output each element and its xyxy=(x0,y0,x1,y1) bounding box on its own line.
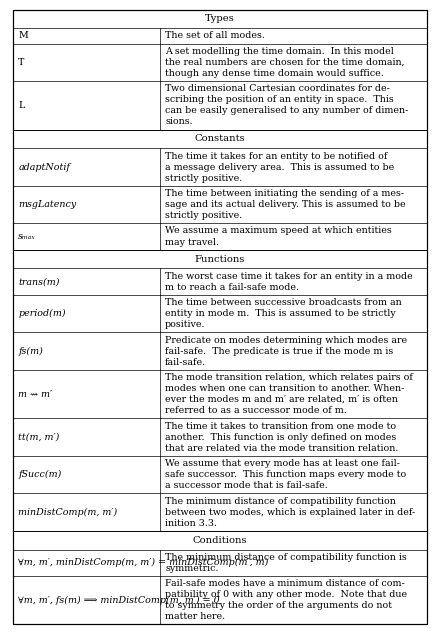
Text: The time it takes to transition from one mode to: The time it takes to transition from one… xyxy=(165,422,396,430)
Text: strictly positive.: strictly positive. xyxy=(165,211,242,220)
Text: matter here.: matter here. xyxy=(165,612,225,621)
Text: T: T xyxy=(18,58,25,67)
Text: The time between initiating the sending of a mes-: The time between initiating the sending … xyxy=(165,189,404,198)
Text: fail-safe.  The predicate is true if the mode m is: fail-safe. The predicate is true if the … xyxy=(165,347,393,356)
Text: can be easily generalised to any number of dimen-: can be easily generalised to any number … xyxy=(165,107,408,115)
Text: fs(m): fs(m) xyxy=(18,347,43,356)
Text: to symmetry the order of the arguments do not: to symmetry the order of the arguments d… xyxy=(165,601,392,611)
Text: The time it takes for an entity to be notified of: The time it takes for an entity to be no… xyxy=(165,152,387,160)
Text: We assume a maximum speed at which entities: We assume a maximum speed at which entit… xyxy=(165,226,392,235)
Text: Two dimensional Cartesian coordinates for de-: Two dimensional Cartesian coordinates fo… xyxy=(165,84,390,93)
Text: another.  This function is only defined on modes: another. This function is only defined o… xyxy=(165,432,396,442)
Text: sage and its actual delivery. This is assumed to be: sage and its actual delivery. This is as… xyxy=(165,200,406,209)
Text: The set of all modes.: The set of all modes. xyxy=(165,32,265,41)
Text: may travel.: may travel. xyxy=(165,238,219,247)
Text: L: L xyxy=(18,101,25,110)
Text: tt(m, m′): tt(m, m′) xyxy=(18,432,59,442)
Text: safe successor.  This function maps every mode to: safe successor. This function maps every… xyxy=(165,470,406,479)
Text: minDistComp(m, m′): minDistComp(m, m′) xyxy=(18,507,117,517)
Text: though any dense time domain would suffice.: though any dense time domain would suffi… xyxy=(165,69,384,78)
Text: Predicate on modes determining which modes are: Predicate on modes determining which mod… xyxy=(165,335,407,344)
Text: Types: Types xyxy=(205,15,235,23)
Text: fSucc(m): fSucc(m) xyxy=(18,470,62,479)
Text: The worst case time it takes for an entity in a mode: The worst case time it takes for an enti… xyxy=(165,271,413,281)
Text: between two modes, which is explained later in def-: between two modes, which is explained la… xyxy=(165,508,415,517)
Text: a successor mode that is fail-safe.: a successor mode that is fail-safe. xyxy=(165,481,328,490)
Text: patibility of 0 with any other mode.  Note that due: patibility of 0 with any other mode. Not… xyxy=(165,590,407,599)
Text: The minimum distance of compatibility function: The minimum distance of compatibility fu… xyxy=(165,496,396,505)
Text: Constants: Constants xyxy=(194,134,246,143)
Text: modes when one can transition to another. When-: modes when one can transition to another… xyxy=(165,384,404,393)
Text: the real numbers are chosen for the time domain,: the real numbers are chosen for the time… xyxy=(165,58,405,67)
Text: strictly positive.: strictly positive. xyxy=(165,174,242,183)
Text: positive.: positive. xyxy=(165,320,205,329)
Text: period(m): period(m) xyxy=(18,309,66,318)
Text: trans(m): trans(m) xyxy=(18,277,60,286)
Text: A set modelling the time domain.  In this model: A set modelling the time domain. In this… xyxy=(165,47,394,56)
Text: ever the modes m and m′ are related, m′ is often: ever the modes m and m′ are related, m′ … xyxy=(165,395,398,404)
Text: symmetric.: symmetric. xyxy=(165,564,219,573)
Text: adaptNotif: adaptNotif xyxy=(18,162,70,172)
Text: ∀m, m′, fs(m) ⟹ minDistComp(m, m′) = 0: ∀m, m′, fs(m) ⟹ minDistComp(m, m′) = 0 xyxy=(18,596,220,605)
Text: fail-safe.: fail-safe. xyxy=(165,358,206,366)
Text: inition 3.3.: inition 3.3. xyxy=(165,519,217,527)
Text: ∀m, m′, minDistComp(m, m′) = minDistComp(m′, m): ∀m, m′, minDistComp(m, m′) = minDistComp… xyxy=(18,558,268,567)
Text: msgLatency: msgLatency xyxy=(18,200,77,209)
Text: sions.: sions. xyxy=(165,117,193,126)
Text: sₘₐₓ: sₘₐₓ xyxy=(18,232,36,241)
Text: The time between successive broadcasts from an: The time between successive broadcasts f… xyxy=(165,298,402,307)
Text: Fail-safe modes have a minimum distance of com-: Fail-safe modes have a minimum distance … xyxy=(165,579,405,588)
Text: m ⇝ m′: m ⇝ m′ xyxy=(18,390,52,399)
Text: M: M xyxy=(18,32,28,41)
Text: Conditions: Conditions xyxy=(193,536,247,545)
Text: that are related via the mode transition relation.: that are related via the mode transition… xyxy=(165,444,398,453)
Text: The minimum distance of compatibility function is: The minimum distance of compatibility fu… xyxy=(165,553,407,562)
Text: entity in mode m.  This is assumed to be strictly: entity in mode m. This is assumed to be … xyxy=(165,309,396,318)
Text: referred to as a successor mode of m.: referred to as a successor mode of m. xyxy=(165,406,347,415)
Text: m to reach a fail-safe mode.: m to reach a fail-safe mode. xyxy=(165,283,299,292)
Text: We assume that every mode has at least one fail-: We assume that every mode has at least o… xyxy=(165,459,400,468)
Text: a message delivery area.  This is assumed to be: a message delivery area. This is assumed… xyxy=(165,162,394,172)
Text: Functions: Functions xyxy=(195,255,245,264)
Text: The mode transition relation, which relates pairs of: The mode transition relation, which rela… xyxy=(165,373,413,382)
Text: scribing the position of an entity in space.  This: scribing the position of an entity in sp… xyxy=(165,95,394,105)
